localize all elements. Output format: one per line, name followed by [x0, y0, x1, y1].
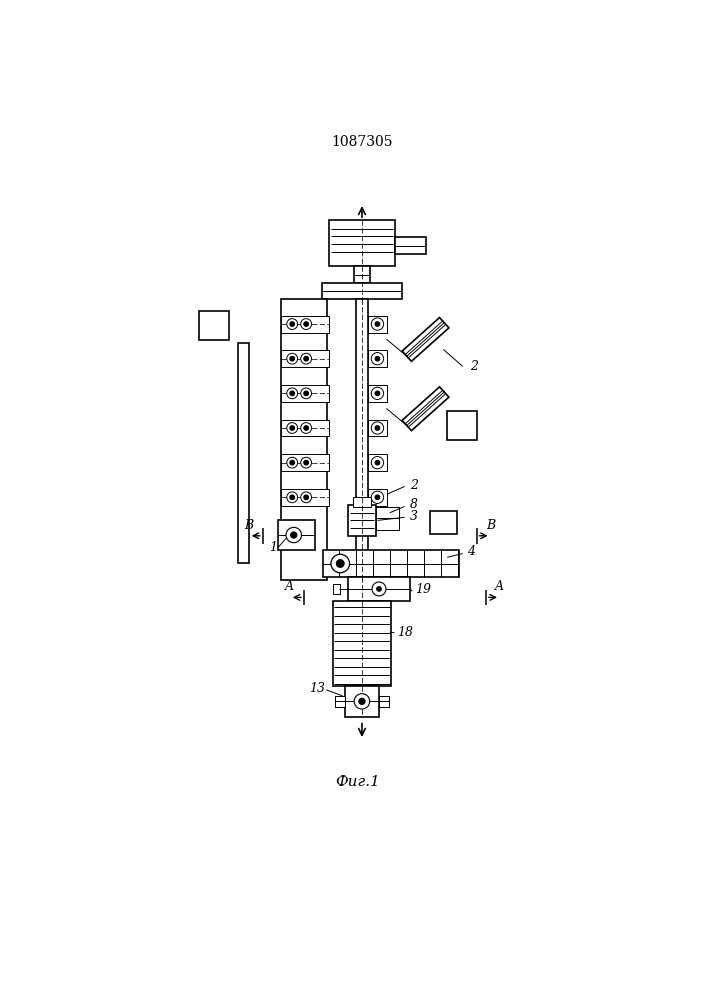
- FancyBboxPatch shape: [332, 601, 392, 686]
- FancyBboxPatch shape: [368, 385, 387, 402]
- Text: 2: 2: [410, 479, 418, 492]
- FancyBboxPatch shape: [368, 316, 387, 333]
- Circle shape: [377, 587, 381, 591]
- FancyBboxPatch shape: [348, 505, 376, 536]
- Circle shape: [300, 353, 312, 364]
- Text: 2: 2: [470, 360, 479, 373]
- FancyBboxPatch shape: [238, 343, 249, 563]
- Circle shape: [304, 391, 308, 396]
- FancyBboxPatch shape: [281, 454, 329, 471]
- Circle shape: [304, 460, 308, 465]
- Circle shape: [331, 554, 349, 573]
- FancyBboxPatch shape: [395, 237, 426, 254]
- Circle shape: [287, 319, 298, 329]
- FancyBboxPatch shape: [281, 299, 327, 580]
- Text: 13: 13: [309, 682, 325, 695]
- FancyBboxPatch shape: [322, 283, 402, 299]
- Circle shape: [290, 356, 295, 361]
- FancyBboxPatch shape: [368, 420, 387, 436]
- FancyBboxPatch shape: [348, 577, 410, 601]
- Circle shape: [290, 495, 295, 500]
- Circle shape: [290, 460, 295, 465]
- Circle shape: [371, 456, 384, 469]
- Circle shape: [354, 694, 370, 709]
- Circle shape: [371, 422, 384, 434]
- Text: B: B: [244, 519, 253, 532]
- Circle shape: [304, 322, 308, 326]
- FancyBboxPatch shape: [345, 686, 379, 717]
- Circle shape: [375, 322, 380, 326]
- Text: 1087305: 1087305: [331, 135, 392, 149]
- Circle shape: [371, 353, 384, 365]
- FancyBboxPatch shape: [329, 220, 395, 266]
- Circle shape: [371, 491, 384, 503]
- Text: 19: 19: [414, 583, 431, 596]
- Circle shape: [300, 423, 312, 433]
- Circle shape: [290, 391, 295, 396]
- Circle shape: [290, 426, 295, 430]
- Circle shape: [300, 319, 312, 329]
- Circle shape: [375, 495, 380, 500]
- Circle shape: [304, 495, 308, 500]
- Text: 18: 18: [397, 626, 413, 639]
- FancyBboxPatch shape: [368, 350, 387, 367]
- Text: B: B: [486, 519, 495, 532]
- FancyBboxPatch shape: [199, 311, 228, 340]
- Text: A: A: [286, 580, 294, 593]
- Circle shape: [300, 492, 312, 503]
- Text: 1: 1: [269, 541, 276, 554]
- Circle shape: [304, 356, 308, 361]
- FancyBboxPatch shape: [279, 520, 315, 550]
- Circle shape: [337, 560, 344, 567]
- Circle shape: [375, 391, 380, 396]
- Text: 3: 3: [410, 510, 418, 523]
- FancyBboxPatch shape: [368, 454, 387, 471]
- FancyBboxPatch shape: [368, 489, 387, 506]
- Circle shape: [300, 388, 312, 399]
- Circle shape: [287, 423, 298, 433]
- FancyBboxPatch shape: [323, 550, 459, 577]
- FancyBboxPatch shape: [281, 350, 329, 367]
- FancyBboxPatch shape: [353, 497, 371, 507]
- Circle shape: [290, 322, 295, 326]
- FancyBboxPatch shape: [356, 299, 368, 580]
- Text: 8: 8: [410, 498, 418, 512]
- Circle shape: [287, 492, 298, 503]
- Circle shape: [371, 387, 384, 400]
- Text: A: A: [496, 580, 504, 593]
- FancyBboxPatch shape: [332, 584, 340, 594]
- Text: 4: 4: [467, 545, 474, 558]
- FancyBboxPatch shape: [376, 507, 399, 530]
- Circle shape: [286, 527, 301, 543]
- FancyBboxPatch shape: [335, 696, 345, 707]
- FancyBboxPatch shape: [430, 511, 457, 534]
- Circle shape: [375, 460, 380, 465]
- Circle shape: [372, 582, 386, 596]
- FancyBboxPatch shape: [379, 696, 389, 707]
- Circle shape: [359, 698, 365, 704]
- Circle shape: [287, 353, 298, 364]
- Circle shape: [375, 426, 380, 430]
- FancyBboxPatch shape: [354, 266, 370, 283]
- FancyBboxPatch shape: [281, 420, 329, 436]
- Circle shape: [287, 388, 298, 399]
- FancyBboxPatch shape: [281, 316, 329, 333]
- Circle shape: [287, 457, 298, 468]
- FancyBboxPatch shape: [281, 385, 329, 402]
- Circle shape: [291, 532, 297, 538]
- FancyBboxPatch shape: [281, 489, 329, 506]
- Circle shape: [371, 318, 384, 330]
- Circle shape: [304, 426, 308, 430]
- Text: Фиг.1: Фиг.1: [336, 775, 380, 789]
- FancyBboxPatch shape: [448, 411, 477, 440]
- Circle shape: [375, 356, 380, 361]
- Circle shape: [300, 457, 312, 468]
